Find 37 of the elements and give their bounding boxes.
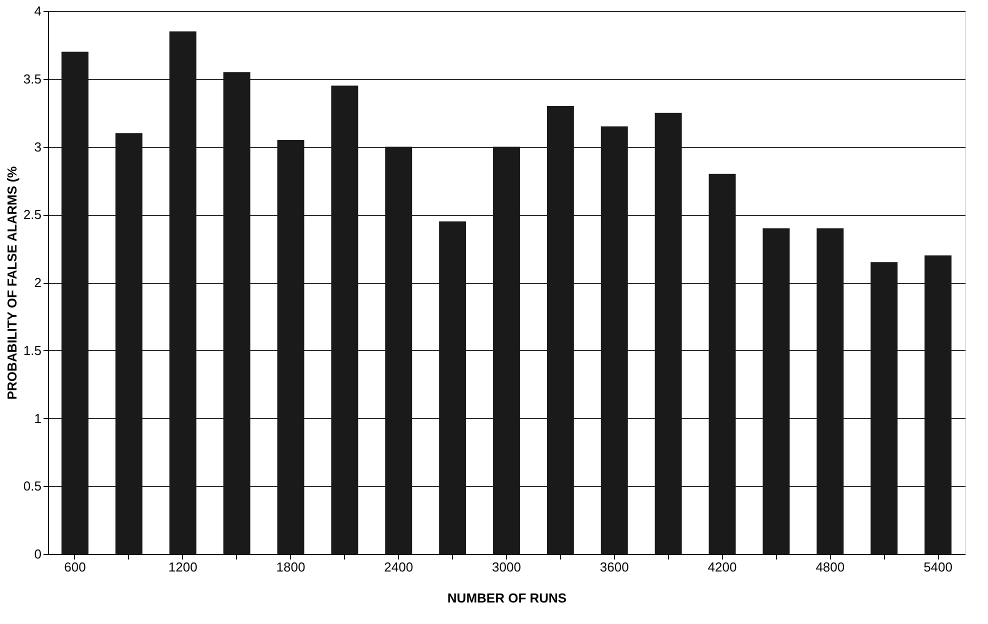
bar	[870, 262, 898, 554]
bar	[924, 255, 952, 554]
bar	[439, 221, 466, 554]
bar	[762, 228, 790, 554]
bar	[115, 133, 142, 554]
bar	[816, 228, 844, 554]
y-tick-label: 2	[34, 275, 42, 290]
bar	[331, 86, 358, 554]
x-tick-label: 5400	[924, 560, 952, 574]
y-tick-label: 0	[34, 546, 42, 562]
x-axis-title: NUMBER OF RUNS	[447, 590, 567, 606]
y-tick-label: 2.5	[23, 207, 42, 222]
bar	[61, 52, 88, 554]
bar	[385, 146, 412, 554]
y-tick-label: 1	[34, 410, 42, 426]
x-tick-label: 4800	[816, 560, 845, 574]
bar	[654, 112, 682, 554]
y-tick-label: 1.5	[23, 342, 42, 358]
bar	[493, 146, 520, 554]
y-tick-label: 0.5	[23, 478, 42, 494]
bar	[546, 106, 574, 554]
x-tick-label: 1200	[168, 560, 198, 574]
bar	[223, 72, 250, 554]
bar	[169, 31, 196, 554]
x-tick-label: 1800	[276, 560, 306, 574]
y-tick-label: 3	[34, 139, 42, 154]
y-tick-label: 3.5	[23, 71, 42, 86]
bar	[277, 140, 304, 554]
bar	[600, 126, 628, 554]
x-tick-label: 600	[64, 560, 86, 574]
x-tick-label: 4200	[708, 560, 737, 574]
x-tick-label: 3000	[492, 560, 521, 574]
y-axis-title: PROBABILITY OF FALSE ALARMS (%	[4, 166, 20, 400]
y-tick-label: 4	[34, 4, 42, 18]
bar	[708, 174, 736, 554]
x-tick-label: 2400	[384, 560, 414, 574]
x-tick-label: 3600	[600, 560, 629, 574]
